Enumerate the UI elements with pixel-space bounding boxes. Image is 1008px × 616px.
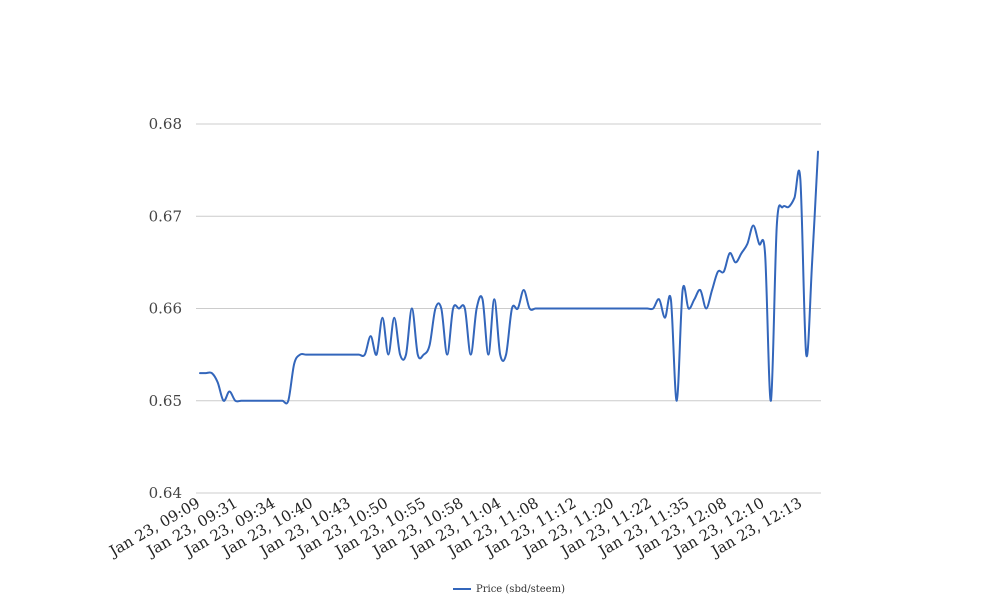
- y-tick-label: 0.68: [149, 115, 182, 133]
- series-line-price: [199, 150, 819, 405]
- y-gridlines: [196, 123, 821, 494]
- legend-label: Price (sbd/steem): [476, 584, 565, 595]
- y-tick-label: 0.67: [149, 207, 182, 225]
- y-tick-label: 0.65: [149, 392, 182, 410]
- y-tick-label: 0.64: [149, 484, 182, 502]
- y-tick-label: 0.66: [149, 300, 182, 318]
- legend: Price (sbd/steem): [453, 584, 565, 595]
- y-axis-tick-labels: 0.64 0.65 0.66 0.67 0.68: [149, 115, 182, 502]
